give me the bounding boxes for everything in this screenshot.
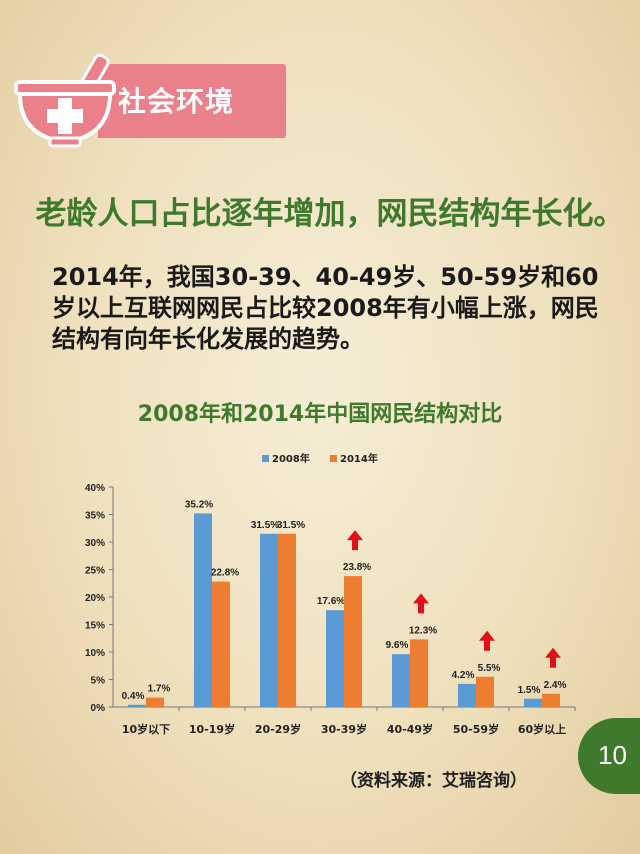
header-band (98, 64, 286, 138)
bar-2014 (344, 576, 362, 707)
y-tick-label: 5% (91, 676, 106, 687)
data-label: 35.2% (185, 499, 213, 510)
page-number-badge (578, 718, 640, 794)
data-label: 1.5% (518, 685, 541, 696)
bar-2014 (410, 639, 428, 707)
bar-2008 (128, 704, 146, 707)
data-label: 9.6% (386, 640, 409, 651)
data-label: 0.4% (122, 691, 145, 702)
bar-2008 (326, 610, 344, 707)
x-tick-label: 10-19岁 (189, 722, 235, 736)
legend-swatch (262, 455, 269, 462)
bar-2008 (194, 513, 212, 707)
section-title: 社会环境 (118, 85, 235, 118)
y-tick-label: 15% (85, 621, 105, 632)
data-label: 23.8% (343, 562, 371, 573)
up-arrow-icon (545, 647, 561, 668)
data-label: 17.6% (317, 596, 345, 607)
bar-2008 (524, 698, 542, 707)
y-tick-label: 20% (85, 593, 105, 604)
data-label: 31.5% (277, 520, 305, 531)
data-label: 4.2% (452, 670, 475, 681)
x-tick-label: 60岁以上 (518, 722, 566, 736)
up-arrow-icon (479, 630, 495, 651)
data-label: 22.8% (211, 568, 239, 579)
up-arrow-icon (347, 530, 363, 551)
y-tick-label: 35% (85, 511, 105, 522)
x-tick-label: 40-49岁 (387, 722, 433, 736)
data-label: 5.5% (478, 663, 501, 674)
y-tick-label: 0% (91, 703, 106, 714)
y-tick-label: 10% (85, 648, 105, 659)
legend-label: 2014年 (340, 452, 378, 465)
bar-2014 (212, 581, 230, 707)
legend-label: 2008年 (272, 452, 310, 465)
bar-2014 (146, 697, 164, 707)
source-note: （资料来源：艾瑞咨询） (340, 771, 527, 791)
x-tick-label: 30-39岁 (321, 722, 367, 736)
bar-2008 (458, 683, 476, 707)
bar-2008 (260, 533, 278, 707)
bar-2014 (278, 533, 296, 707)
up-arrow-icon (413, 593, 429, 614)
data-label: 31.5% (251, 520, 279, 531)
bar-2014 (542, 693, 560, 707)
y-tick-label: 25% (85, 566, 105, 577)
y-tick-label: 30% (85, 538, 105, 549)
mortar-pestle-cross-icon (14, 53, 116, 148)
chart-title: 2008年和2014年中国网民结构对比 (137, 402, 503, 427)
legend-swatch (330, 455, 337, 462)
page-number: 10 (598, 740, 627, 770)
x-tick-label: 10岁以下 (122, 722, 170, 736)
x-tick-label: 50-59岁 (453, 722, 499, 736)
body-text: 2014年，我国30-39、40-49岁、50-59岁和60岁以上互联网网民占比… (52, 263, 599, 353)
data-label: 1.7% (148, 684, 171, 695)
y-tick-label: 40% (85, 483, 105, 494)
data-label: 2.4% (544, 680, 567, 691)
bar-2014 (476, 676, 494, 707)
bar-2008 (392, 654, 410, 707)
headline: 老龄人口占比逐年增加，网民结构年长化。 (35, 196, 625, 232)
x-tick-label: 20-29岁 (255, 722, 301, 736)
data-label: 12.3% (409, 625, 437, 636)
